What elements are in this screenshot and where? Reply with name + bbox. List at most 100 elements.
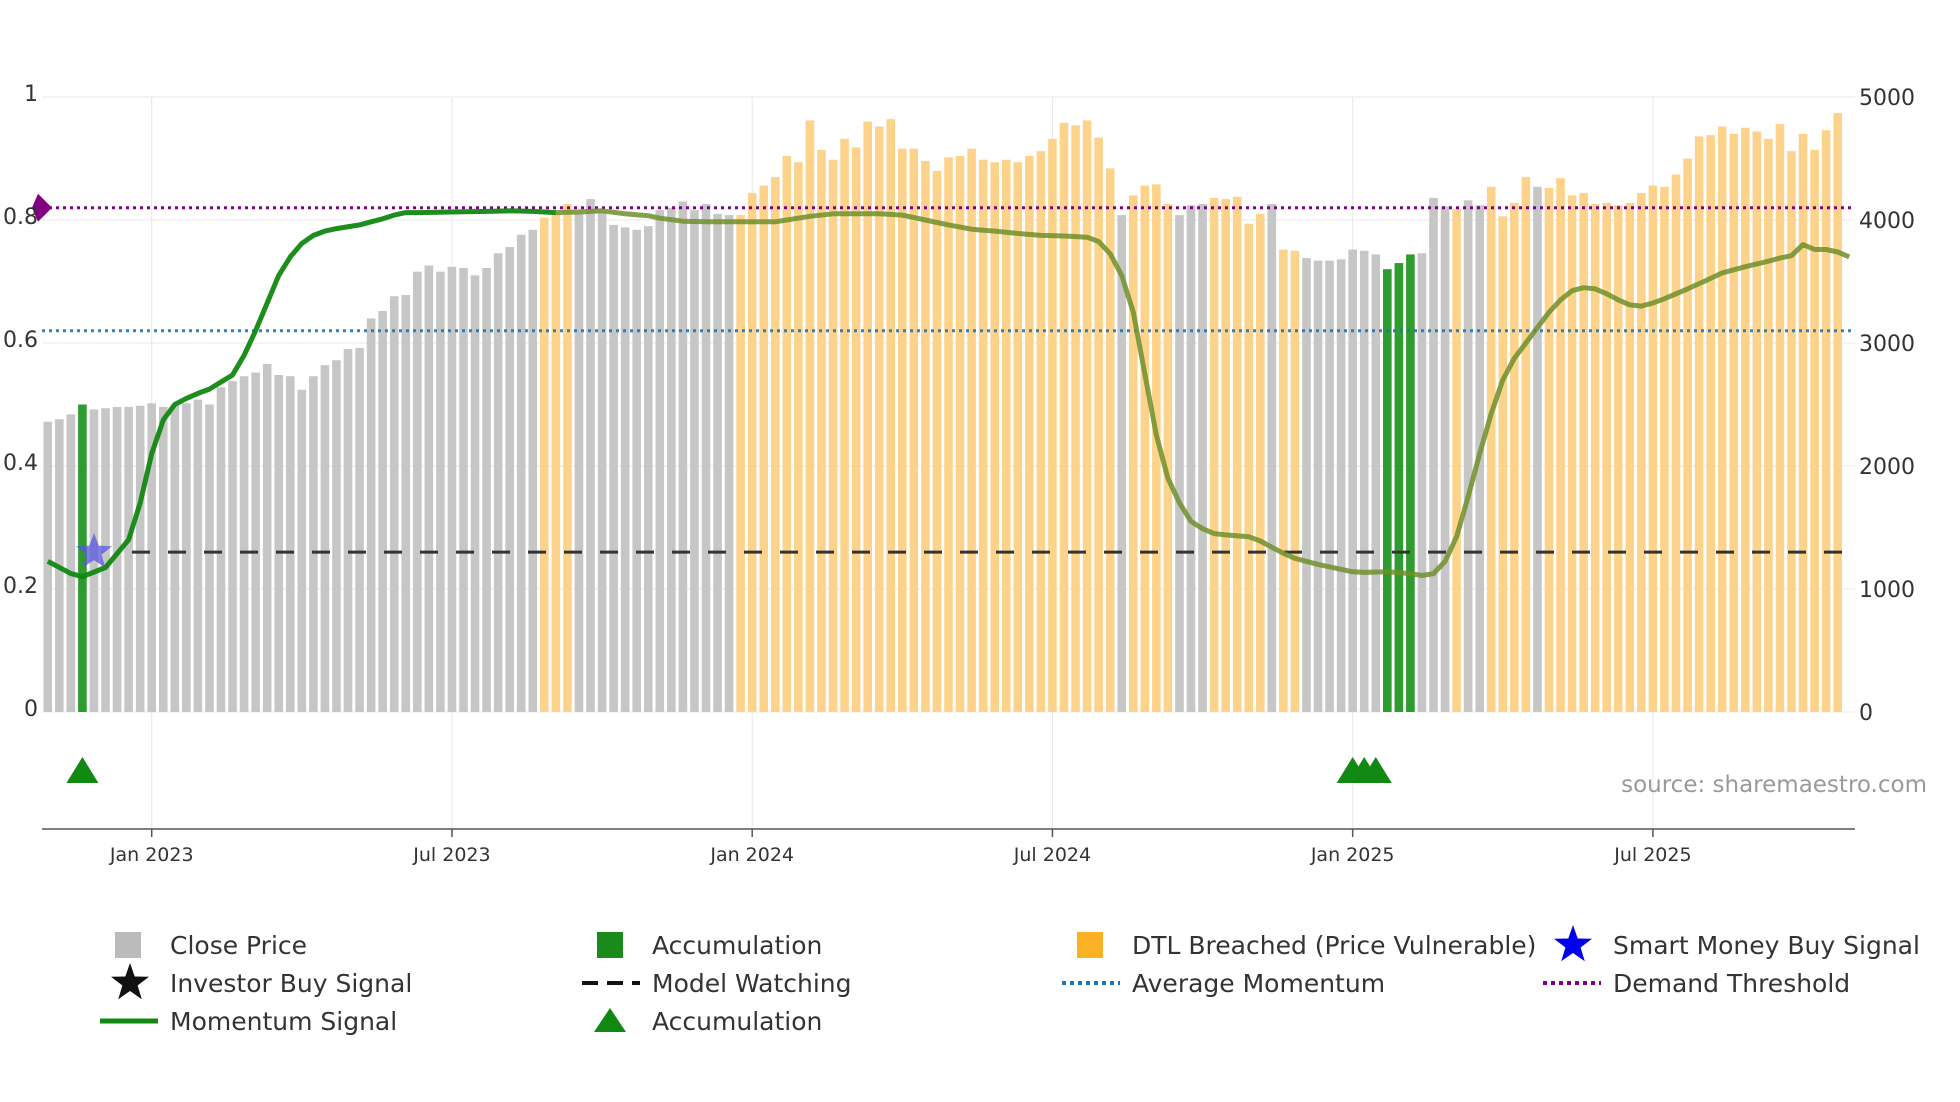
price-bar xyxy=(274,374,284,712)
price-bar xyxy=(1660,186,1669,713)
price-bar xyxy=(1175,215,1184,712)
accumulation-triangle xyxy=(1359,757,1392,783)
price-bar xyxy=(1510,202,1519,712)
price-bar xyxy=(355,347,364,712)
price-bar xyxy=(586,199,595,713)
price-bar xyxy=(1637,192,1646,712)
legend-item: Accumulation xyxy=(597,931,822,960)
price-bar xyxy=(493,253,503,712)
price-bar xyxy=(112,406,122,712)
legend: Close Price Accumulation DTL Breached (Pri… xyxy=(100,925,1920,1036)
legend-swatch-square xyxy=(597,932,623,958)
price-bar xyxy=(874,126,884,712)
price-bar xyxy=(955,156,965,713)
source-label: source: sharemaestro.com xyxy=(1621,772,1927,798)
price-bar xyxy=(1521,176,1531,712)
price-bar xyxy=(1533,186,1542,713)
price-bar xyxy=(990,162,999,712)
y-left-tick-label: 1 xyxy=(24,82,38,107)
legend-label: Investor Buy Signal xyxy=(170,969,412,998)
price-bar xyxy=(366,318,376,712)
legend-label: Smart Money Buy Signal xyxy=(1613,931,1920,960)
price-bar xyxy=(1071,125,1080,713)
price-bar xyxy=(1371,254,1381,712)
legend-swatch-square xyxy=(1077,932,1103,958)
price-bar xyxy=(1764,138,1773,712)
price-bar xyxy=(78,404,87,712)
price-bar xyxy=(1625,202,1635,712)
price-bar xyxy=(528,229,538,712)
momentum-signal-line xyxy=(46,208,557,580)
price-bar xyxy=(1302,258,1311,712)
price-bar xyxy=(840,138,849,712)
y-right-tick-label: 2000 xyxy=(1859,455,1915,480)
price-bar xyxy=(898,148,907,712)
price-bar xyxy=(782,156,792,713)
price-bar xyxy=(1775,124,1785,712)
legend-label: Model Watching xyxy=(652,969,852,998)
price-bar xyxy=(135,405,145,712)
price-bar xyxy=(297,389,307,712)
y-left-tick-label: 0.2 xyxy=(3,574,38,599)
y-left-tick-label: 0.4 xyxy=(3,451,38,476)
legend-item: Smart Money Buy Signal xyxy=(1554,925,1920,962)
price-bar xyxy=(1279,249,1288,712)
price-bar xyxy=(1694,136,1704,713)
price-bar xyxy=(747,192,757,712)
price-bar xyxy=(1683,158,1692,712)
price-bar xyxy=(620,227,630,712)
legend-item: Accumulation xyxy=(594,1007,822,1036)
price-bar xyxy=(1706,135,1715,712)
smart-money-buy-star xyxy=(75,533,112,568)
price-bar xyxy=(470,275,480,712)
price-bar xyxy=(1556,178,1565,712)
price-bar xyxy=(1105,168,1115,713)
price-bar xyxy=(770,176,780,712)
price-bar xyxy=(1752,131,1762,712)
price-bar xyxy=(251,372,260,712)
price-bar xyxy=(701,204,711,712)
y-right-tick-label: 4000 xyxy=(1859,209,1915,234)
y-right-tick-label: 3000 xyxy=(1859,332,1915,357)
price-bar xyxy=(863,121,872,713)
price-bar xyxy=(1717,126,1727,712)
price-bar xyxy=(655,210,665,712)
legend-item: Momentum Signal xyxy=(100,1007,397,1036)
price-bar xyxy=(1452,208,1461,712)
price-bar xyxy=(1082,120,1092,713)
price-bar xyxy=(632,229,642,712)
price-bar xyxy=(1209,197,1219,713)
price-bar xyxy=(1336,259,1346,712)
price-bar xyxy=(1290,250,1300,712)
price-bar xyxy=(1567,195,1577,712)
price-bar xyxy=(424,265,434,712)
price-bar xyxy=(124,406,133,712)
price-bar xyxy=(1463,200,1473,712)
price-bar xyxy=(1094,137,1103,713)
price-bar xyxy=(794,162,803,712)
price-bar xyxy=(805,120,815,713)
price-bar xyxy=(516,234,526,712)
price-bar xyxy=(1787,151,1796,712)
price-bar xyxy=(1348,249,1357,712)
price-bar xyxy=(158,406,168,712)
price-bar xyxy=(182,403,191,712)
price-bar xyxy=(1048,138,1057,712)
price-bar xyxy=(482,267,491,712)
price-bar xyxy=(736,215,745,712)
legend-item: DTL Breached (Price Vulnerable) xyxy=(1077,931,1536,960)
legend-label: Close Price xyxy=(170,931,307,960)
legend-label: Accumulation xyxy=(652,931,822,960)
price-bar xyxy=(1383,269,1392,712)
y-left-tick-label: 0 xyxy=(24,697,38,722)
price-bar xyxy=(205,404,214,712)
price-bar xyxy=(1117,215,1127,712)
legend-item: Model Watching xyxy=(582,969,852,998)
legend-label: DTL Breached (Price Vulnerable) xyxy=(1132,931,1536,960)
price-bar xyxy=(320,365,330,712)
legend-swatch-triangle xyxy=(594,1008,626,1032)
price-bar xyxy=(1590,204,1600,712)
price-bar xyxy=(332,360,341,712)
price-bar xyxy=(1394,263,1404,712)
